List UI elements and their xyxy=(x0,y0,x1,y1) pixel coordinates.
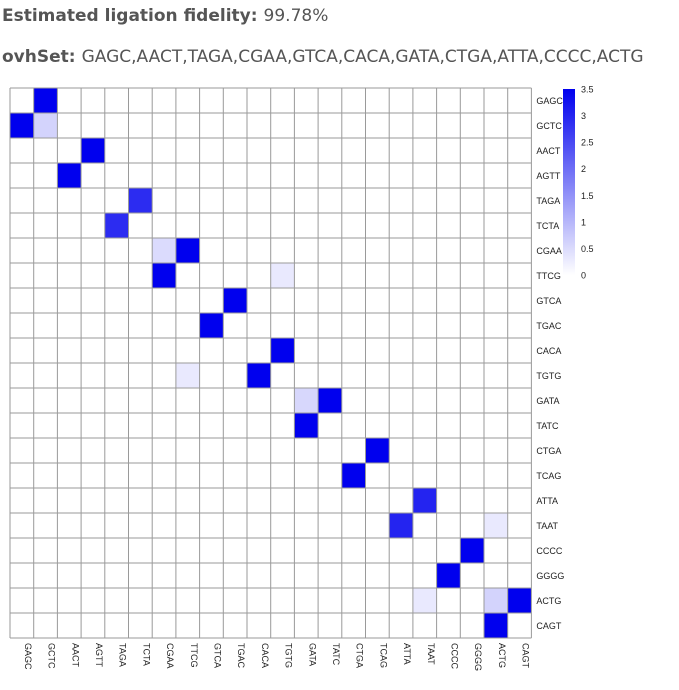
heatmap-cell xyxy=(270,263,295,288)
colorbar-tick-label: 3.5 xyxy=(581,85,594,95)
heatmap-cell xyxy=(33,113,58,138)
heatmap-cell xyxy=(152,238,176,263)
column-label: AGTT xyxy=(94,643,104,668)
heatmap-cell xyxy=(507,588,532,613)
colorbar-tick-label: 2.5 xyxy=(581,138,594,148)
ovhset-label: ovhSet: xyxy=(2,47,76,67)
column-label: GAGC xyxy=(23,643,33,670)
column-label: GGGG xyxy=(473,643,483,671)
fidelity-line: Estimated ligation fidelity: 99.78% xyxy=(2,6,328,26)
row-label: ATTA xyxy=(536,496,558,506)
heatmap-cell xyxy=(412,488,437,513)
heatmap-cell xyxy=(365,438,390,463)
colorbar-tick-label: 0 xyxy=(581,271,586,281)
colorbar-tick-label: 0.5 xyxy=(581,244,594,254)
row-label: TAGA xyxy=(536,196,560,206)
row-label: CCCC xyxy=(536,546,562,556)
column-label: AACT xyxy=(70,643,80,668)
row-label: CAGT xyxy=(536,621,562,631)
column-label: GCTC xyxy=(47,643,57,669)
column-label: TGTG xyxy=(284,643,294,668)
row-label: TTCG xyxy=(536,271,561,281)
row-label: AGTT xyxy=(536,171,561,181)
column-label: CACA xyxy=(260,643,270,668)
heatmap-cell xyxy=(175,363,200,388)
row-label: TCAG xyxy=(536,471,561,481)
heatmap-cell xyxy=(128,188,153,213)
colorbar-tick-label: 1 xyxy=(581,217,586,227)
row-label: TCTA xyxy=(536,221,559,231)
colorbar-tick-label: 3 xyxy=(581,111,586,121)
colorbar xyxy=(563,89,575,275)
row-label: TGTG xyxy=(536,371,561,381)
row-label: TGAC xyxy=(536,321,562,331)
heatmap-cell xyxy=(294,388,319,413)
row-label: GATA xyxy=(536,396,559,406)
column-label: TAGA xyxy=(118,643,128,667)
heatmap-cell xyxy=(294,413,319,438)
column-label: CGAA xyxy=(165,643,175,669)
row-label: ACTG xyxy=(536,596,561,606)
row-label: CTGA xyxy=(536,446,561,456)
column-label: ACTG xyxy=(497,643,507,668)
row-label: TAAT xyxy=(536,521,558,531)
heatmap-cell xyxy=(436,563,461,588)
heatmap-cell xyxy=(152,263,176,288)
ovhset-line: ovhSet: GAGC,AACT,TAGA,CGAA,GTCA,CACA,GAT… xyxy=(2,47,644,67)
heatmap-cell xyxy=(199,313,224,338)
row-label: CGAA xyxy=(536,246,562,256)
column-label: GTCA xyxy=(212,643,222,668)
column-label: ATTA xyxy=(402,643,412,665)
row-label: GCTC xyxy=(536,121,562,131)
column-label: TTCG xyxy=(189,643,199,668)
heatmap-cell xyxy=(460,538,484,563)
heatmap-cell xyxy=(484,588,508,613)
heatmap-cell xyxy=(318,388,342,413)
column-label: TATC xyxy=(331,643,341,666)
heatmap-cell xyxy=(10,113,34,138)
heatmap-cell xyxy=(389,513,413,538)
heatmap-cell xyxy=(270,338,295,363)
column-label: CCCC xyxy=(449,643,459,669)
row-label: AACT xyxy=(536,146,561,156)
row-label: GAGC xyxy=(536,96,563,106)
heatmap-cell xyxy=(33,88,58,113)
heatmap-cell xyxy=(484,613,508,638)
column-label: TCTA xyxy=(141,643,151,666)
row-label: GTCA xyxy=(536,296,561,306)
column-label: TCAG xyxy=(378,643,388,668)
column-label: CAGT xyxy=(521,643,531,669)
heatmap-cell xyxy=(484,513,508,538)
colorbar-tick-label: 1.5 xyxy=(581,191,594,201)
column-label: TGAC xyxy=(236,643,246,669)
colorbar-tick-label: 2 xyxy=(581,164,586,174)
row-label: GGGG xyxy=(536,571,564,581)
heatmap-cell xyxy=(223,288,247,313)
heatmap-cell xyxy=(412,588,437,613)
heatmap-cell xyxy=(175,238,200,263)
heatmap-cell xyxy=(104,213,129,238)
column-label: CTGA xyxy=(355,643,365,668)
fidelity-label: Estimated ligation fidelity: xyxy=(2,6,258,26)
heatmap-cell xyxy=(247,363,271,388)
fidelity-value: 99.78% xyxy=(263,6,329,26)
heatmap-cell xyxy=(81,138,105,163)
row-label: TATC xyxy=(536,421,559,431)
ovhset-value: GAGC,AACT,TAGA,CGAA,GTCA,CACA,GATA,CTGA,… xyxy=(81,47,644,67)
column-label: GATA xyxy=(307,643,317,666)
heatmap-cell xyxy=(341,463,366,488)
column-label: TAAT xyxy=(426,643,436,665)
heatmap-cell xyxy=(57,163,82,188)
row-label: CACA xyxy=(536,346,561,356)
